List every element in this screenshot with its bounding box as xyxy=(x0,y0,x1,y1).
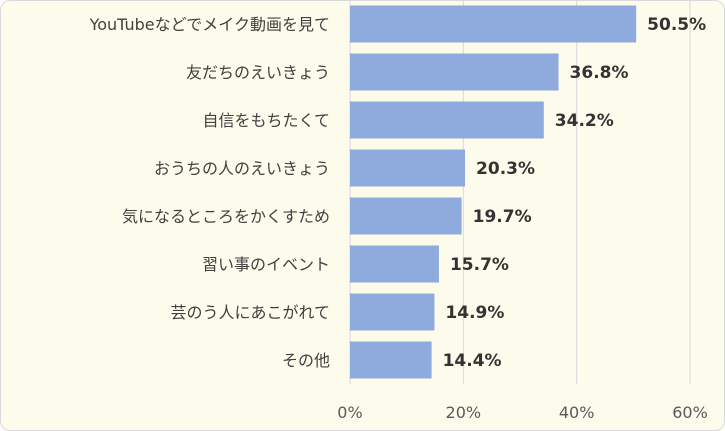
data-label-6: 14.9% xyxy=(445,303,504,323)
bar-7 xyxy=(350,341,432,379)
category-label-1: 友だちのえいきょう xyxy=(186,63,330,82)
data-labels: 50.5% 36.8% 34.2% 20.3% 19.7% 15.7% 14.9% 14.4% xyxy=(443,15,707,371)
x-axis-tick-labels: 0% 20% 40% 60% xyxy=(337,403,707,422)
data-label-3: 20.3% xyxy=(476,159,535,179)
category-label-4: 気になるところをかくすため xyxy=(122,207,330,226)
category-label-7: その他 xyxy=(282,351,330,370)
data-label-0: 50.5% xyxy=(647,15,706,35)
bar-6 xyxy=(350,293,435,331)
bar-5 xyxy=(350,245,439,283)
data-label-4: 19.7% xyxy=(473,207,532,227)
bar-4 xyxy=(350,197,462,235)
x-tick-label-60: 60% xyxy=(672,403,708,422)
bars-layer xyxy=(350,5,637,379)
bar-0 xyxy=(350,5,637,43)
category-label-5: 習い事のイベント xyxy=(202,255,330,274)
bar-2 xyxy=(350,101,544,139)
data-label-5: 15.7% xyxy=(450,255,509,275)
category-labels: YouTubeなどでメイク動画を見て友だちのえいきょう自信をもちたくておうちの人… xyxy=(89,15,330,370)
x-tick-label-0: 0% xyxy=(337,403,362,422)
category-label-3: おうちの人のえいきょう xyxy=(154,159,330,178)
bar-3 xyxy=(350,149,466,187)
x-tick-label-40: 40% xyxy=(559,403,595,422)
category-label-2: 自信をもちたくて xyxy=(202,111,330,130)
data-label-2: 34.2% xyxy=(555,111,614,131)
x-tick-label-20: 20% xyxy=(446,403,482,422)
bar-1 xyxy=(350,53,559,91)
data-label-7: 14.4% xyxy=(443,351,502,371)
category-label-0: YouTubeなどでメイク動画を見て xyxy=(89,15,330,34)
data-label-1: 36.8% xyxy=(570,63,629,83)
category-label-6: 芸のう人にあこがれて xyxy=(170,303,330,322)
